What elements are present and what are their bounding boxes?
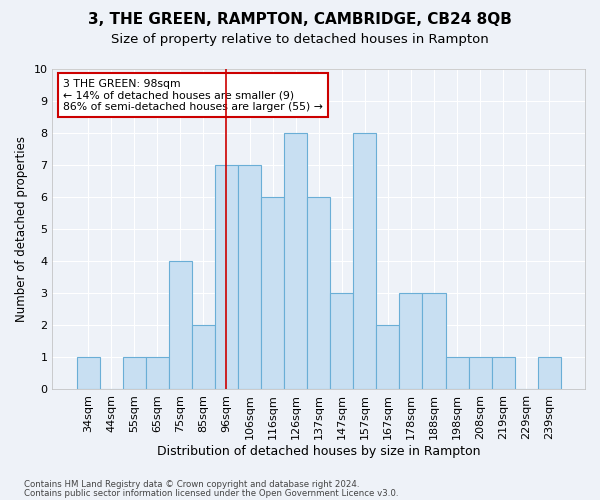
Bar bbox=[491, 357, 515, 389]
Bar bbox=[146, 357, 169, 389]
Text: 3 THE GREEN: 98sqm
← 14% of detached houses are smaller (9)
86% of semi-detached: 3 THE GREEN: 98sqm ← 14% of detached hou… bbox=[63, 78, 323, 112]
Bar bbox=[400, 293, 422, 389]
Text: Contains HM Land Registry data © Crown copyright and database right 2024.: Contains HM Land Registry data © Crown c… bbox=[24, 480, 359, 489]
Bar bbox=[538, 357, 561, 389]
X-axis label: Distribution of detached houses by size in Rampton: Distribution of detached houses by size … bbox=[157, 444, 481, 458]
Bar bbox=[261, 197, 284, 389]
Text: 3, THE GREEN, RAMPTON, CAMBRIDGE, CB24 8QB: 3, THE GREEN, RAMPTON, CAMBRIDGE, CB24 8… bbox=[88, 12, 512, 28]
Bar bbox=[376, 325, 400, 389]
Bar bbox=[422, 293, 446, 389]
Bar bbox=[238, 165, 261, 389]
Bar bbox=[123, 357, 146, 389]
Text: Size of property relative to detached houses in Rampton: Size of property relative to detached ho… bbox=[111, 32, 489, 46]
Bar bbox=[169, 261, 192, 389]
Bar bbox=[469, 357, 491, 389]
Y-axis label: Number of detached properties: Number of detached properties bbox=[15, 136, 28, 322]
Bar bbox=[446, 357, 469, 389]
Bar bbox=[215, 165, 238, 389]
Bar bbox=[330, 293, 353, 389]
Bar bbox=[284, 133, 307, 389]
Bar bbox=[77, 357, 100, 389]
Text: Contains public sector information licensed under the Open Government Licence v3: Contains public sector information licen… bbox=[24, 488, 398, 498]
Bar bbox=[307, 197, 330, 389]
Bar bbox=[192, 325, 215, 389]
Bar bbox=[353, 133, 376, 389]
